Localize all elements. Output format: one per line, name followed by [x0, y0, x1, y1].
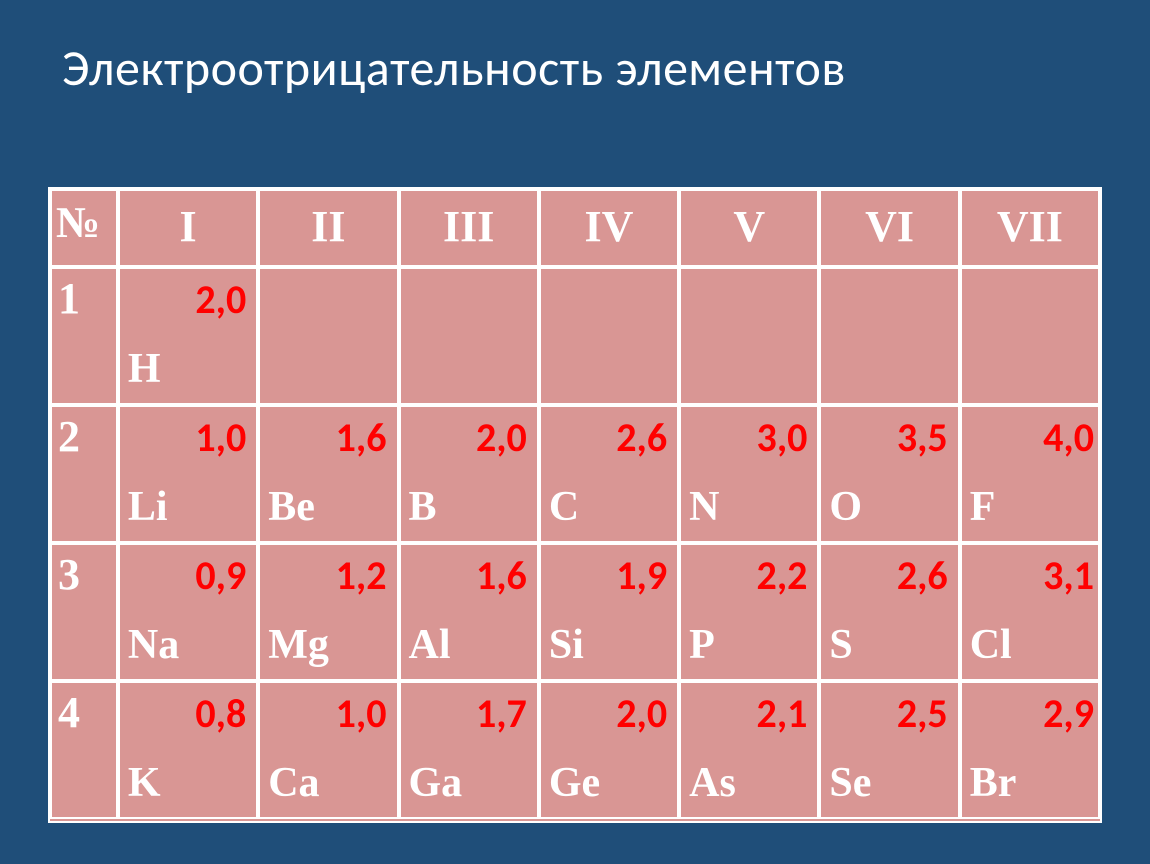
en-value: 1,7 [476, 689, 527, 738]
cell-P: 2,2 P [679, 543, 819, 681]
element-symbol: F [970, 483, 996, 531]
corner-cell: № [50, 189, 118, 267]
element-symbol: Ca [268, 759, 319, 807]
col-header-7: VII [960, 189, 1100, 267]
element-symbol: Be [268, 483, 315, 531]
element-symbol: P [689, 621, 715, 669]
cell-Li: 1,0 Li [118, 405, 258, 543]
element-symbol: Na [128, 621, 179, 669]
en-value: 1,2 [336, 551, 387, 600]
row-header-3: 3 [50, 543, 118, 681]
empty-cell [258, 267, 398, 405]
en-value: 2,9 [1043, 689, 1094, 738]
element-symbol: N [689, 483, 719, 531]
element-symbol: Ga [409, 759, 463, 807]
cell-Br: 2,9 Br [960, 681, 1100, 819]
cell-B: 2,0 B [399, 405, 539, 543]
cell-Ca: 1,0 Ca [258, 681, 398, 819]
cell-O: 3,5 O [819, 405, 959, 543]
en-value: 0,8 [195, 689, 246, 738]
electronegativity-table: № I II III IV V VI VII 1 2,0 H 2 [48, 187, 1102, 823]
en-value: 1,9 [616, 551, 667, 600]
cell-Be: 1,6 Be [258, 405, 398, 543]
en-value: 1,0 [336, 689, 387, 738]
en-value: 1,0 [195, 413, 246, 462]
cell-N: 3,0 N [679, 405, 819, 543]
en-value: 0,9 [195, 551, 246, 600]
cell-Ga: 1,7 Ga [399, 681, 539, 819]
element-symbol: Br [970, 759, 1017, 807]
en-value: 2,6 [897, 551, 948, 600]
col-header-2: II [258, 189, 398, 267]
col-header-3: III [399, 189, 539, 267]
empty-cell [679, 267, 819, 405]
element-symbol: H [128, 345, 161, 393]
cell-Al: 1,6 Al [399, 543, 539, 681]
en-value: 2,0 [195, 275, 246, 324]
element-symbol: Cl [970, 621, 1012, 669]
cell-Na: 0,9 Na [118, 543, 258, 681]
element-symbol: Ge [549, 759, 600, 807]
empty-cell [399, 267, 539, 405]
cell-As: 2,1 As [679, 681, 819, 819]
cell-K: 0,8 K [118, 681, 258, 819]
en-value: 2,1 [757, 689, 808, 738]
element-symbol: Al [409, 621, 451, 669]
col-header-6: VI [819, 189, 959, 267]
empty-cell [960, 267, 1100, 405]
element-symbol: Si [549, 621, 584, 669]
en-value: 2,2 [757, 551, 808, 600]
en-value: 2,5 [897, 689, 948, 738]
cell-Si: 1,9 Si [539, 543, 679, 681]
en-value: 1,6 [476, 551, 527, 600]
cell-Cl: 3,1 Cl [960, 543, 1100, 681]
table-row: 4 0,8 K 1,0 Ca 1,7 Ga 2,0 Ge 2,1 As [50, 681, 1100, 819]
slide: Электроотрицательность элементов № I II … [0, 0, 1150, 864]
en-value: 3,5 [897, 413, 948, 462]
cell-H: 2,0 H [118, 267, 258, 405]
table-row: 2 1,0 Li 1,6 Be 2,0 B 2,6 C 3,0 N 3 [50, 405, 1100, 543]
col-header-1: I [118, 189, 258, 267]
row-header-2: 2 [50, 405, 118, 543]
en-value: 3,1 [1043, 551, 1094, 600]
table-row: 1 2,0 H [50, 267, 1100, 405]
en-value: 2,0 [616, 689, 667, 738]
row-header-4: 4 [50, 681, 118, 819]
cell-Se: 2,5 Se [819, 681, 959, 819]
element-symbol: Li [128, 483, 168, 531]
en-value: 2,0 [476, 413, 527, 462]
element-symbol: C [549, 483, 579, 531]
element-symbol: Se [829, 759, 871, 807]
en-value: 3,0 [757, 413, 808, 462]
element-symbol: As [689, 759, 736, 807]
cell-C: 2,6 C [539, 405, 679, 543]
slide-title: Электроотрицательность элементов [62, 38, 846, 99]
cell-Mg: 1,2 Mg [258, 543, 398, 681]
element-symbol: K [128, 759, 161, 807]
table-row: 3 0,9 Na 1,2 Mg 1,6 Al 1,9 Si 2,2 P [50, 543, 1100, 681]
element-symbol: O [829, 483, 862, 531]
cell-F: 4,0 F [960, 405, 1100, 543]
en-value: 4,0 [1043, 413, 1094, 462]
element-symbol: B [409, 483, 437, 531]
cell-S: 2,6 S [819, 543, 959, 681]
element-symbol: S [829, 621, 852, 669]
table-header-row: № I II III IV V VI VII [50, 189, 1100, 267]
en-value: 1,6 [336, 413, 387, 462]
col-header-5: V [679, 189, 819, 267]
element-symbol: Mg [268, 621, 329, 669]
empty-cell [539, 267, 679, 405]
col-header-4: IV [539, 189, 679, 267]
cell-Ge: 2,0 Ge [539, 681, 679, 819]
empty-cell [819, 267, 959, 405]
en-value: 2,6 [616, 413, 667, 462]
row-header-1: 1 [50, 267, 118, 405]
